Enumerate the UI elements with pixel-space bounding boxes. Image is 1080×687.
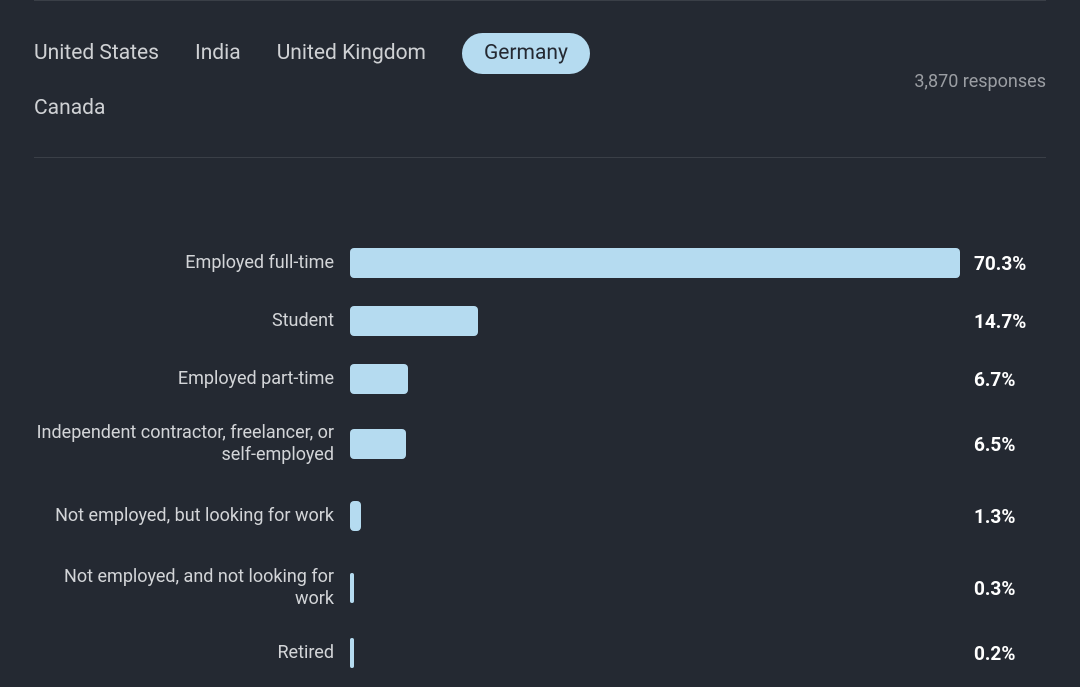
bar [350, 638, 354, 668]
bar [350, 306, 478, 336]
bar-track [350, 364, 960, 394]
bar-track [350, 573, 960, 603]
country-tabs: United States India United Kingdom Germany C… [34, 33, 654, 129]
country-tab-canada[interactable]: Canada [34, 88, 105, 129]
bar [350, 501, 361, 531]
bar-pct-label: 0.3% [974, 577, 1015, 600]
chart-row-label: Not employed, and not looking for work [34, 566, 350, 611]
bar [350, 364, 408, 394]
chart-row-label: Not employed, but looking for work [34, 505, 350, 528]
chart-row-label: Student [34, 310, 350, 333]
country-tab-india[interactable]: India [195, 33, 241, 74]
bar-pct-label: 14.7% [974, 310, 1026, 333]
bar [350, 429, 406, 459]
chart-row-label: Independent contractor, freelancer, or s… [34, 422, 350, 467]
bar-pct-label: 1.3% [974, 505, 1015, 528]
bar-pct-label: 0.2% [974, 642, 1015, 665]
bar [350, 248, 960, 278]
bar-track [350, 306, 960, 336]
response-count: 3,870 responses [914, 71, 1046, 92]
chart-row: Retired 0.2% [34, 638, 1046, 668]
bar-track [350, 501, 960, 531]
bar-track [350, 429, 960, 459]
bar [350, 573, 354, 603]
chart-row-label: Retired [34, 642, 350, 665]
bar-pct-label: 6.7% [974, 368, 1015, 391]
chart-row: Student 14.7% [34, 306, 1046, 336]
chart-row-label: Employed full-time [34, 252, 350, 275]
filter-section: United States India United Kingdom Germany C… [34, 1, 1046, 158]
chart-row: Independent contractor, freelancer, or s… [34, 422, 1046, 466]
bar-pct-label: 6.5% [974, 433, 1015, 456]
country-tab-united-states[interactable]: United States [34, 33, 159, 74]
country-tab-united-kingdom[interactable]: United Kingdom [277, 33, 426, 74]
chart-row: Not employed, and not looking for work 0.… [34, 566, 1046, 610]
country-tab-germany[interactable]: Germany [462, 33, 590, 74]
employment-chart: Employed full-time 70.3% Student 14.7% Emplo… [34, 158, 1046, 668]
bar-track [350, 638, 960, 668]
bar-track [350, 248, 960, 278]
chart-row-label: Employed part-time [34, 368, 350, 391]
chart-row: Employed full-time 70.3% [34, 248, 1046, 278]
chart-row: Employed part-time 6.7% [34, 364, 1046, 394]
bar-pct-label: 70.3% [974, 252, 1026, 275]
chart-row: Not employed, but looking for work 1.3% [34, 494, 1046, 538]
